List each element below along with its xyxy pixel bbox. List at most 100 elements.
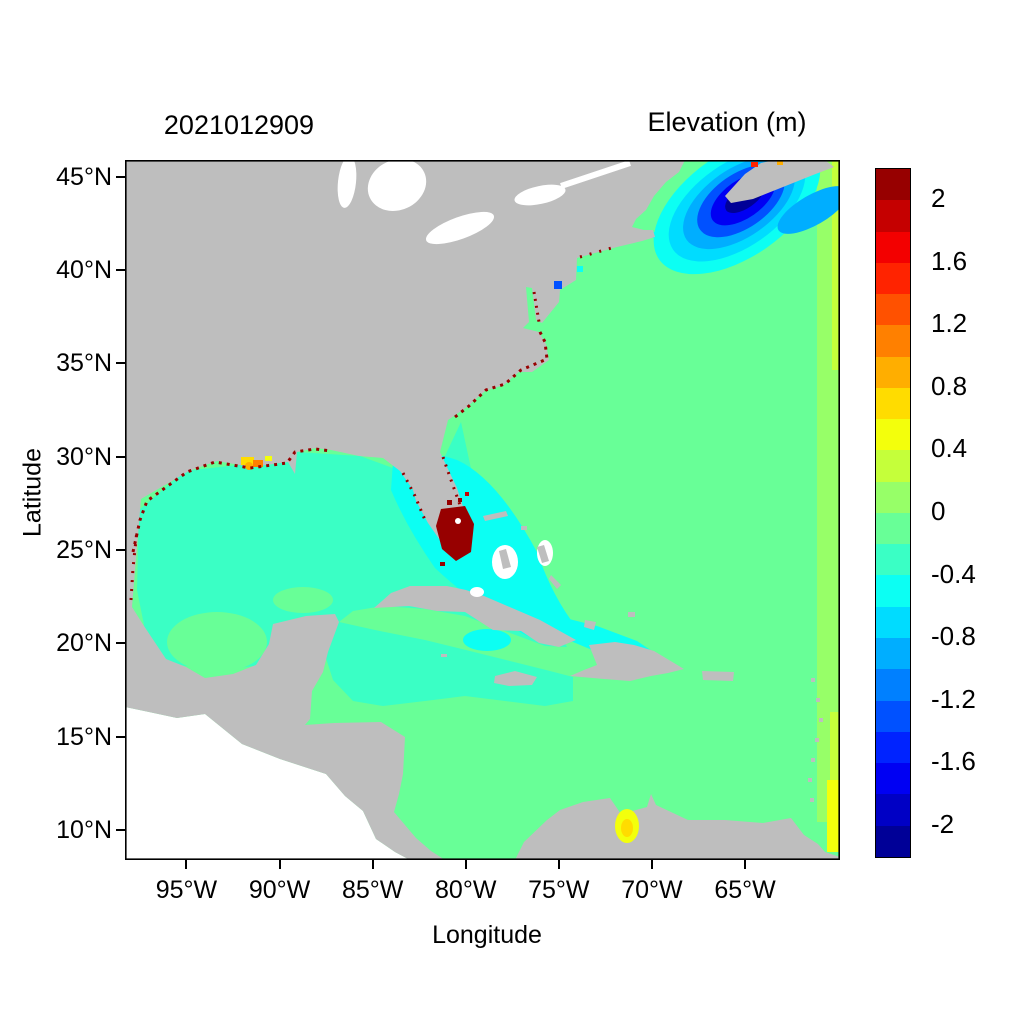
colorbar-block [876,325,910,357]
y-tick-mark [116,269,125,272]
colorbar-blocks [876,169,910,857]
y-tick-label: 20°N [56,629,112,658]
ocean-southeast-corner-high [827,780,840,852]
y-tick-label: 40°N [56,256,112,285]
colorbar-block [876,294,910,326]
x-tick-mark [278,860,281,869]
south-florida-surge-high [436,506,474,561]
lake-ontario [514,184,566,206]
colorbar-block [876,669,910,701]
land-jamaica [494,671,537,686]
colorbar-tick-label: -2 [931,808,955,839]
land-hispaniola [570,642,684,681]
y-tick-mark [116,829,125,832]
lake-erie [425,211,495,245]
land-lesser-antilles [808,678,823,802]
x-tick-mark [650,860,653,869]
colorbar-title: Elevation (m) [647,107,807,137]
map-border [125,160,840,860]
colorbar-block [876,794,910,826]
colorbar-tick-label: 0 [931,496,946,526]
land-group [125,160,840,860]
x-tick-mark [371,860,374,869]
x-tick-mark [557,860,560,869]
x-tick-label: 80°W [435,876,497,904]
colorbar-tick-label: 0.8 [931,370,968,401]
ocean-north-yucatan [273,587,333,613]
fundy-top-dot [751,162,758,167]
x-tick-label: 90°W [248,876,311,904]
colorbar-block [876,825,910,857]
y-tick-mark [116,175,125,178]
y-tick-label: 15°N [56,722,112,751]
colorbar-block [876,763,910,795]
delaware-bay-low-dot [554,281,562,289]
colorbar-block [876,731,910,764]
colorbar-tick-label: 1.6 [931,245,968,276]
y-tick-mark [116,362,125,365]
colorbar-tick-label: -1.2 [931,683,976,714]
great-lakes [337,160,631,245]
colorbar-block [876,606,910,638]
ocean-east-boundary-strip-low [830,712,840,790]
colorbar-tick-label: 0.4 [931,433,968,464]
y-tick-label: 25°N [56,536,112,565]
land-north-central-america [125,160,685,860]
y-tick-label: 45°N [56,162,112,191]
lake-michigan [337,160,357,208]
x-tick-label: 65°W [714,876,776,904]
colorbar-block [876,262,910,295]
land-cuba [374,586,576,647]
colorbar-tick-label: 1.2 [931,308,968,339]
st-lawrence-river [560,160,631,189]
y-tick-mark [116,642,125,645]
y-tick-label: 30°N [56,442,112,471]
colorbar [875,168,911,858]
scotian-shelf-low [777,186,840,234]
high-elevation-features [241,161,783,843]
land-cayman [441,654,447,657]
coastal-speckles [129,245,616,601]
colorbar-block [876,356,910,388]
colorbar-block [876,419,910,451]
y-tick-mark [116,549,125,552]
land-nova-scotia [725,160,834,203]
y-tick-label: 10°N [56,816,112,845]
colorbar-tick-label: -0.8 [931,621,976,652]
colorbar-block [876,387,910,420]
x-tick-label: 75°W [528,876,590,904]
colorbar-block [876,231,910,263]
colorbar-block [876,200,910,232]
timestamp-title: 2021012909 [163,110,315,140]
lake-huron [367,160,427,211]
colorbar-block [876,512,910,545]
colorbar-tick-label: -0.4 [931,558,976,589]
colorbar-block [876,575,910,607]
colorbar-block [876,481,910,513]
land-bahamas [483,511,635,630]
land-puerto-rico [702,671,734,681]
y-tick-mark [116,735,125,738]
land-south-america [515,794,840,860]
cay-sal-bank [470,587,484,597]
ns-top-dot [777,161,783,165]
colorbar-block [876,450,910,482]
ocean-campeche-bay [167,612,267,672]
x-tick-label: 70°W [621,876,683,904]
x-tick-mark [185,860,188,869]
no-data-pacific [125,707,410,860]
colorbar-block [876,544,910,576]
colorbar-block [876,169,910,201]
x-axis-title: Longitude [432,921,542,949]
lake-maracaibo-core [621,819,633,837]
colorbar-tick-label: -1.6 [931,746,976,777]
x-tick-label: 95°W [155,876,218,904]
ocean-east-boundary-strip-top [832,160,840,370]
x-tick-mark [744,860,747,869]
map-canvas [125,160,840,860]
colorbar-block [876,637,910,670]
colorbar-block [876,700,910,732]
x-tick-label: 85°W [341,876,404,904]
x-tick-mark [464,860,467,869]
